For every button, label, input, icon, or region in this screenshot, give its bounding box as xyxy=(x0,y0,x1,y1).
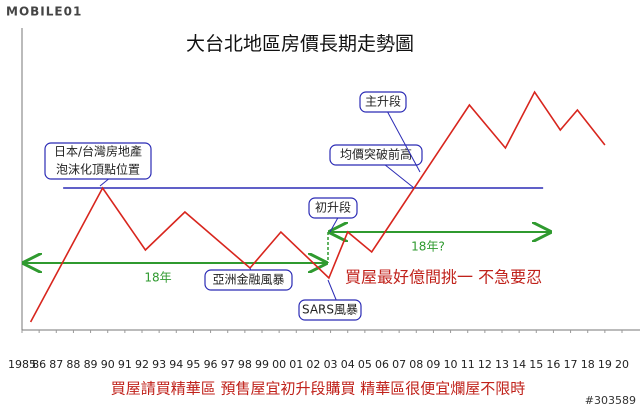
x-tick-label: 14 xyxy=(512,358,526,371)
annotation-text: 主升段 xyxy=(365,94,401,109)
annotation-box xyxy=(329,144,423,166)
annotation-text: SARS風暴 xyxy=(302,303,358,317)
x-tick-label: 91 xyxy=(118,358,132,371)
logo: MOBILE01 xyxy=(6,5,82,19)
x-tick-label: 86 xyxy=(32,358,46,371)
annotation-box xyxy=(359,91,407,113)
x-tick-label: 00 xyxy=(272,358,286,371)
price-line xyxy=(29,90,606,323)
annotation-text: 日本/台灣房地產 xyxy=(54,144,142,159)
x-tick-label: 20 xyxy=(615,358,629,371)
period-label: 18年? xyxy=(411,240,445,254)
x-tick-label: 98 xyxy=(238,358,252,371)
x-tick-label: 16 xyxy=(546,358,560,371)
x-tick-label: 87 xyxy=(49,358,63,371)
x-tick-label: 93 xyxy=(152,358,166,371)
x-tick-label: 11 xyxy=(461,358,475,371)
annotation-text: 初升段 xyxy=(315,200,351,215)
x-tick-label: 04 xyxy=(341,358,355,371)
footer-text: 買屋請買精華區 預售屋宜初升段購買 精華區很便宜爛屋不限時 xyxy=(111,380,526,398)
annotation-leader xyxy=(329,217,339,233)
annotation-text: 均價突破前高 xyxy=(340,147,412,162)
x-tick-label: 08 xyxy=(409,358,423,371)
annotation-box xyxy=(308,197,358,219)
annotation-box xyxy=(204,269,293,291)
x-tick-label: 12 xyxy=(478,358,492,371)
x-tick-label: 02 xyxy=(306,358,320,371)
x-tick-label: 09 xyxy=(426,358,440,371)
x-tick-label: 03 xyxy=(324,358,338,371)
annotation-box xyxy=(298,299,362,321)
annotation-leader xyxy=(384,164,415,189)
x-tick-label: 95 xyxy=(186,358,200,371)
x-tick-label: 06 xyxy=(375,358,389,371)
x-tick-label: 18 xyxy=(581,358,595,371)
x-tick-label: 07 xyxy=(392,358,406,371)
x-tick-label: 15 xyxy=(529,358,543,371)
x-tick-label: 1985 xyxy=(8,358,36,371)
x-tick-label: 90 xyxy=(101,358,115,371)
x-tick-label: 92 xyxy=(135,358,149,371)
x-tick-label: 13 xyxy=(495,358,509,371)
x-tick-label: 89 xyxy=(84,358,98,371)
x-tick-label: 99 xyxy=(255,358,269,371)
x-tick-label: 10 xyxy=(444,358,458,371)
annotation-leader xyxy=(99,178,109,187)
annotation-leader xyxy=(387,111,421,173)
x-tick-label: 05 xyxy=(358,358,372,371)
chart-title: 大台北地區房價長期走勢圖 xyxy=(186,33,414,55)
x-tick-label: 17 xyxy=(564,358,578,371)
post-id: #303589 xyxy=(585,394,636,407)
annotation-box xyxy=(44,142,152,180)
annotation-text: 亞洲金融風暴 xyxy=(212,272,284,287)
x-tick-label: 94 xyxy=(169,358,183,371)
highlight-text: 買屋最好億間挑一 不急要忍 xyxy=(345,268,542,287)
period-label: 18年 xyxy=(144,271,171,285)
x-tick-label: 97 xyxy=(221,358,235,371)
annotation-leader xyxy=(327,279,337,301)
x-tick-label: 01 xyxy=(289,358,303,371)
annotation-text: 泡沫化頂點位置 xyxy=(56,162,140,177)
x-tick-label: 19 xyxy=(598,358,612,371)
x-tick-label: 96 xyxy=(204,358,218,371)
x-tick-label: 88 xyxy=(66,358,80,371)
